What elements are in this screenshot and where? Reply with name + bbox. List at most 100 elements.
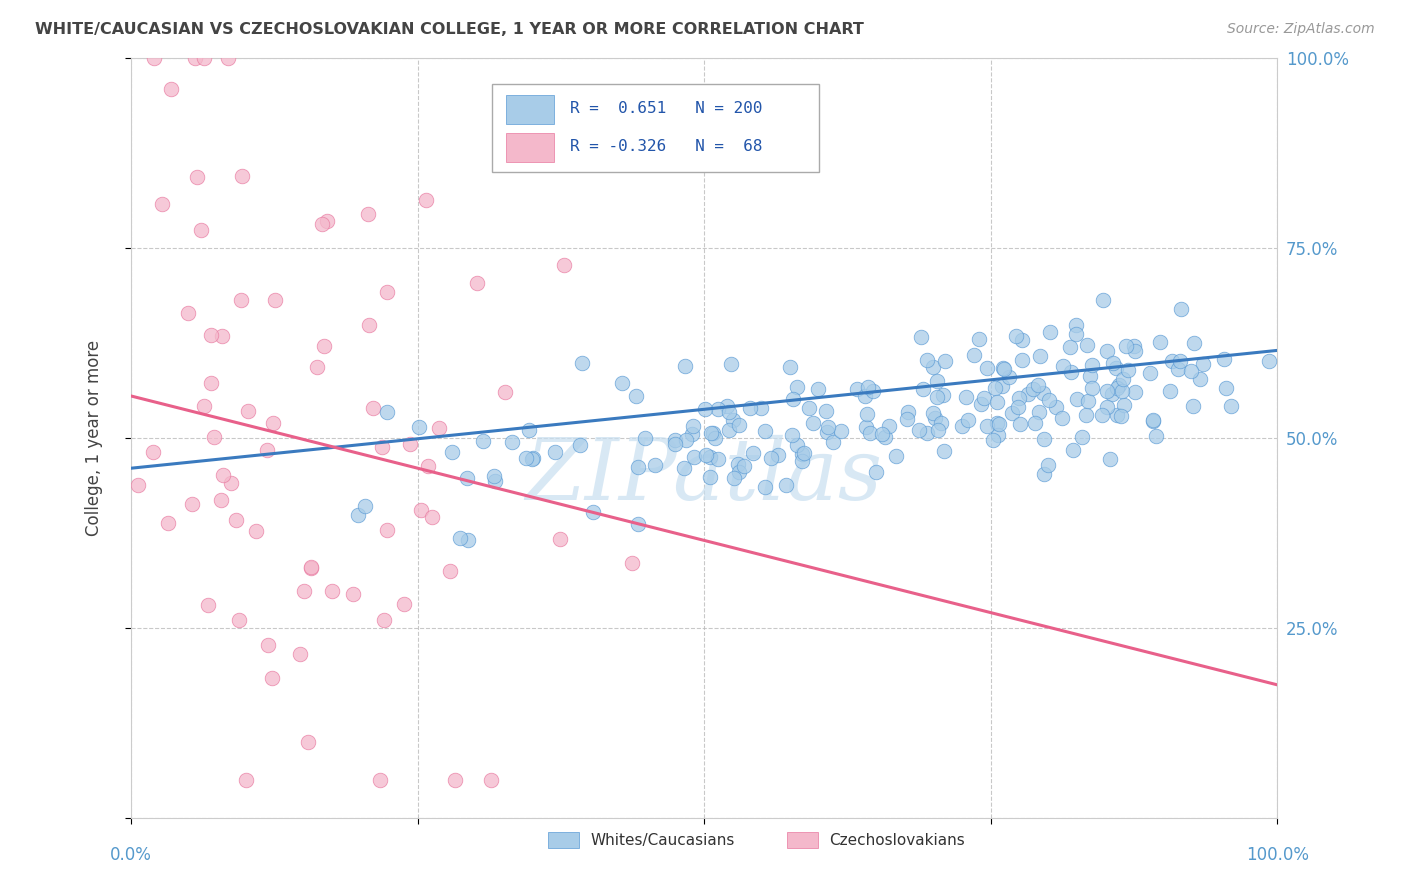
Point [693,402,716,417]
Point [907,423,929,437]
Point [1050,411,1073,425]
Point [846,382,869,396]
Point [312,339,335,353]
Point [231,169,253,184]
Point [347,508,370,522]
Point [967,332,990,346]
Point [479,772,502,787]
Text: WHITE/CAUCASIAN VS CZECHOSLOVAKIAN COLLEGE, 1 YEAR OR MORE CORRELATION CHART: WHITE/CAUCASIAN VS CZECHOSLOVAKIAN COLLE… [35,22,865,37]
Point [727,458,749,472]
Point [865,465,887,479]
Point [1052,359,1074,373]
Point [984,381,1007,395]
Point [782,392,804,406]
Text: Source: ZipAtlas.com: Source: ZipAtlas.com [1227,22,1375,37]
Point [830,424,852,438]
Point [368,772,391,787]
Point [257,638,280,652]
Point [1078,369,1101,384]
Point [702,425,724,440]
Point [792,454,814,468]
Point [1001,406,1024,420]
Point [375,285,398,300]
Point [915,353,938,368]
Point [1029,349,1052,363]
Text: 100.0%: 100.0% [1246,847,1309,864]
Point [759,451,782,466]
Point [377,523,399,537]
Point [307,360,329,375]
Point [1142,412,1164,426]
Point [931,417,953,431]
Point [1024,417,1046,431]
Point [209,493,232,508]
Point [723,413,745,427]
Point [962,348,984,362]
Point [973,391,995,405]
Point [986,394,1008,409]
Point [472,434,495,448]
Point [440,445,463,459]
Point [301,561,323,575]
Point [1070,430,1092,444]
Point [793,446,815,460]
Point [465,276,488,290]
Point [987,428,1010,442]
Point [311,217,333,231]
Point [897,405,920,419]
Point [219,476,242,491]
Point [184,51,207,65]
Point [321,584,343,599]
Point [915,425,938,440]
Point [228,613,250,627]
Point [142,51,165,65]
Point [855,419,877,434]
Point [150,197,173,211]
Point [186,170,208,185]
Point [720,357,742,371]
Point [856,380,879,394]
Point [1180,364,1202,378]
Point [1059,340,1081,354]
Point [193,51,215,65]
Bar [506,95,554,124]
Point [1112,398,1135,412]
Point [718,423,741,437]
Point [411,503,433,517]
Point [290,647,312,661]
Point [754,480,776,494]
Point [211,329,233,343]
Point [1182,336,1205,351]
Point [1258,353,1281,368]
Point [664,433,686,447]
Point [522,451,544,466]
Point [200,328,222,343]
Point [373,613,395,627]
Text: Czechoslovakians: Czechoslovakians [830,833,965,847]
Point [190,223,212,237]
Point [484,475,506,489]
Point [1123,385,1146,400]
Point [779,360,801,375]
Point [1105,409,1128,423]
Point [1105,381,1128,395]
Point [1091,408,1114,422]
Point [439,565,461,579]
Point [673,359,696,373]
Point [1099,452,1122,467]
Point [392,597,415,611]
Point [1161,353,1184,368]
Text: R = -0.326   N =  68: R = -0.326 N = 68 [571,139,762,154]
Point [815,404,838,418]
Point [1081,381,1104,395]
Point [695,448,717,462]
Point [553,258,575,272]
Point [1144,429,1167,443]
Point [823,434,845,449]
Point [1149,334,1171,349]
Point [707,452,730,467]
Point [699,450,721,464]
Point [1102,355,1125,369]
Point [371,440,394,454]
Point [1028,405,1050,419]
